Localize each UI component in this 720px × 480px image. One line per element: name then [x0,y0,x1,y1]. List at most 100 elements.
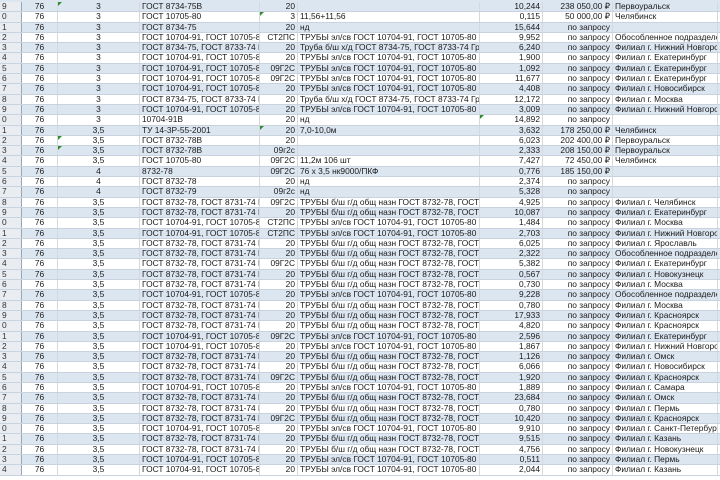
cell-wall-thickness[interactable]: 3,5 [58,362,140,372]
cell-diameter[interactable]: 76 [22,280,58,290]
cell-description[interactable]: ТРУБЫ б/ш г/д общ назн ГОСТ 8732-78, ГОС… [300,259,480,269]
cell-wall-thickness[interactable]: 3 [58,53,140,63]
cell-location[interactable]: Филиал г. Екатеринбург [613,207,718,218]
cell-quantity[interactable]: 7,427 [480,156,543,166]
cell-standard[interactable]: ГОСТ 10705-80 [140,12,260,22]
cell-location[interactable]: Филиал г. Екатеринбург [613,74,718,84]
cell-description[interactable]: ТРУБЫ б/ш г/д общ назн ГОСТ 8732-78, ГОС… [300,444,480,455]
cell-price[interactable]: по запросу [543,280,613,290]
cell-description[interactable]: ТРУБЫ б/ш г/д общ назн ГОСТ 8732-78, ГОС… [300,434,480,444]
cell-steel-grade[interactable]: 20 [260,352,298,362]
cell-quantity[interactable]: 0,780 [480,300,543,310]
cell-standard[interactable]: ГОСТ 8732-78, ГОСТ 8731-74 Гр [142,310,260,321]
cell-steel-grade[interactable]: 09г2с [260,187,298,197]
cell-steel-grade[interactable]: 20 [260,362,298,372]
cell-diameter[interactable]: 76 [22,403,58,413]
cell-wall-thickness[interactable]: 3,5 [58,135,140,146]
cell-standard[interactable]: ГОСТ 8732-78, ГОСТ 8731-74 Гр [142,207,260,218]
cell-quantity[interactable]: 10,087 [480,207,543,218]
row-header[interactable]: 7 [0,187,22,197]
cell-diameter[interactable]: 76 [22,382,58,393]
cell-description[interactable] [298,135,480,146]
cell-price[interactable]: по запросу [543,310,613,321]
cell-price[interactable]: по запросу [543,321,613,331]
cell-wall-thickness[interactable]: 3,5 [58,341,140,352]
cell-diameter[interactable]: 76 [22,74,58,84]
cell-steel-grade[interactable]: 09Г2С [260,156,298,166]
cell-quantity[interactable]: 2,044 [480,465,543,475]
cell-standard[interactable]: ГОСТ 10704-91, ГОСТ 10705-80 Гр [142,424,260,434]
cell-description[interactable]: ТРУБЫ эл/св ГОСТ 10704-91, ГОСТ 10705-80… [300,382,480,393]
comment-indicator-icon[interactable] [58,146,62,151]
cell-price[interactable]: по запросу [543,228,613,238]
cell-description[interactable]: 11,2м 106 шт [298,156,480,166]
cell-steel-grade[interactable]: 20 [260,84,298,94]
cell-description[interactable]: Труба б/ш х/д ГОСТ 8734-75, ГОСТ 8733-74… [300,94,480,104]
cell-diameter[interactable]: 76 [22,22,58,32]
cell-diameter[interactable]: 76 [22,352,58,362]
cell-location[interactable]: Филиал г. Екатеринбург [613,63,718,74]
cell-standard[interactable]: ГОСТ 8732-78, ГОСТ 8731-74 Гр [142,300,260,310]
cell-location[interactable]: Первоуральск [613,135,718,146]
row-header[interactable]: 0 [0,115,22,125]
cell-location[interactable]: Филиал г. Москва [613,218,718,228]
cell-wall-thickness[interactable]: 3,5 [58,249,140,259]
cell-diameter[interactable]: 76 [22,259,58,269]
cell-location[interactable]: Челябинск [613,156,718,166]
cell-steel-grade[interactable]: 20 [260,382,298,393]
cell-wall-thickness[interactable]: 3,5 [58,207,140,218]
cell-quantity[interactable]: 3,632 [480,125,543,135]
cell-wall-thickness[interactable]: 4 [58,166,140,177]
cell-description[interactable]: ТРУБЫ эл/св ГОСТ 10704-91, ГОСТ 10705-80… [300,104,480,115]
cell-quantity[interactable]: 12,172 [480,94,543,104]
cell-diameter[interactable]: 76 [22,372,58,382]
cell-location[interactable]: Филиал г. Пермь [613,455,718,465]
row-header[interactable]: 2 [0,32,22,43]
cell-quantity[interactable]: 5,382 [480,259,543,269]
row-header[interactable]: 6 [0,177,22,187]
cell-steel-grade[interactable]: 09Г2С [260,331,298,341]
cell-wall-thickness[interactable]: 3,5 [58,218,140,228]
cell-quantity[interactable]: 0,780 [480,403,543,413]
cell-diameter[interactable]: 76 [22,2,58,12]
cell-wall-thickness[interactable]: 3,5 [58,382,140,393]
cell-description[interactable]: нд [298,187,480,197]
row-header[interactable]: 9 [0,2,22,12]
cell-wall-thickness[interactable]: 3 [58,84,140,94]
cell-diameter[interactable]: 76 [22,177,58,187]
cell-standard[interactable]: ГОСТ 8734-75, ГОСТ 8733-74 Гр [142,43,260,53]
cell-steel-grade[interactable]: 20 [260,125,298,135]
cell-wall-thickness[interactable]: 3 [58,94,140,104]
cell-steel-grade[interactable]: 09Г2С [260,372,298,382]
cell-location[interactable]: Филиал г. Новокузнецк [613,444,718,455]
cell-price[interactable]: по запросу [543,94,613,104]
cell-description[interactable]: ТРУБЫ б/ш г/д общ назн ГОСТ 8732-78, ГОС… [300,372,480,382]
cell-diameter[interactable]: 76 [22,135,58,146]
cell-price[interactable]: по запросу [543,22,613,32]
cell-steel-grade[interactable]: СТ2ПС [260,218,298,228]
cell-standard[interactable]: ГОСТ 10704-91, ГОСТ 10705-80 Гр [142,53,260,63]
cell-steel-grade[interactable]: 20 [260,424,298,434]
cell-location[interactable]: Обособленное подразделен [615,290,718,300]
cell-location[interactable]: Филиал г. Казань [613,434,718,444]
cell-standard[interactable]: 10704-91В [140,115,260,125]
cell-diameter[interactable]: 76 [22,424,58,434]
cell-price[interactable]: по запросу [543,455,613,465]
row-header[interactable]: 7 [0,84,22,94]
row-header[interactable]: 0 [0,218,22,228]
cell-diameter[interactable]: 76 [22,125,58,135]
cell-quantity[interactable]: 6,025 [480,238,543,249]
cell-diameter[interactable]: 76 [22,413,58,424]
cell-standard[interactable]: ГОСТ 10704-91, ГОСТ 10705-80 Гр [142,32,260,43]
cell-wall-thickness[interactable]: 3,5 [58,125,140,135]
cell-wall-thickness[interactable]: 3,5 [58,434,140,444]
cell-wall-thickness[interactable]: 3,5 [58,465,140,475]
cell-diameter[interactable]: 76 [22,94,58,104]
comment-indicator-icon[interactable] [58,2,62,6]
row-header[interactable]: 1 [0,434,22,444]
cell-price[interactable]: по запросу [543,413,613,424]
cell-price[interactable]: 178 250,00 ₽ [543,125,613,135]
cell-standard[interactable]: ГОСТ 8732-78, ГОСТ 8731-74 Гр [142,321,260,331]
cell-steel-grade[interactable]: 20 [260,321,298,331]
cell-steel-grade[interactable]: 20 [260,238,298,249]
